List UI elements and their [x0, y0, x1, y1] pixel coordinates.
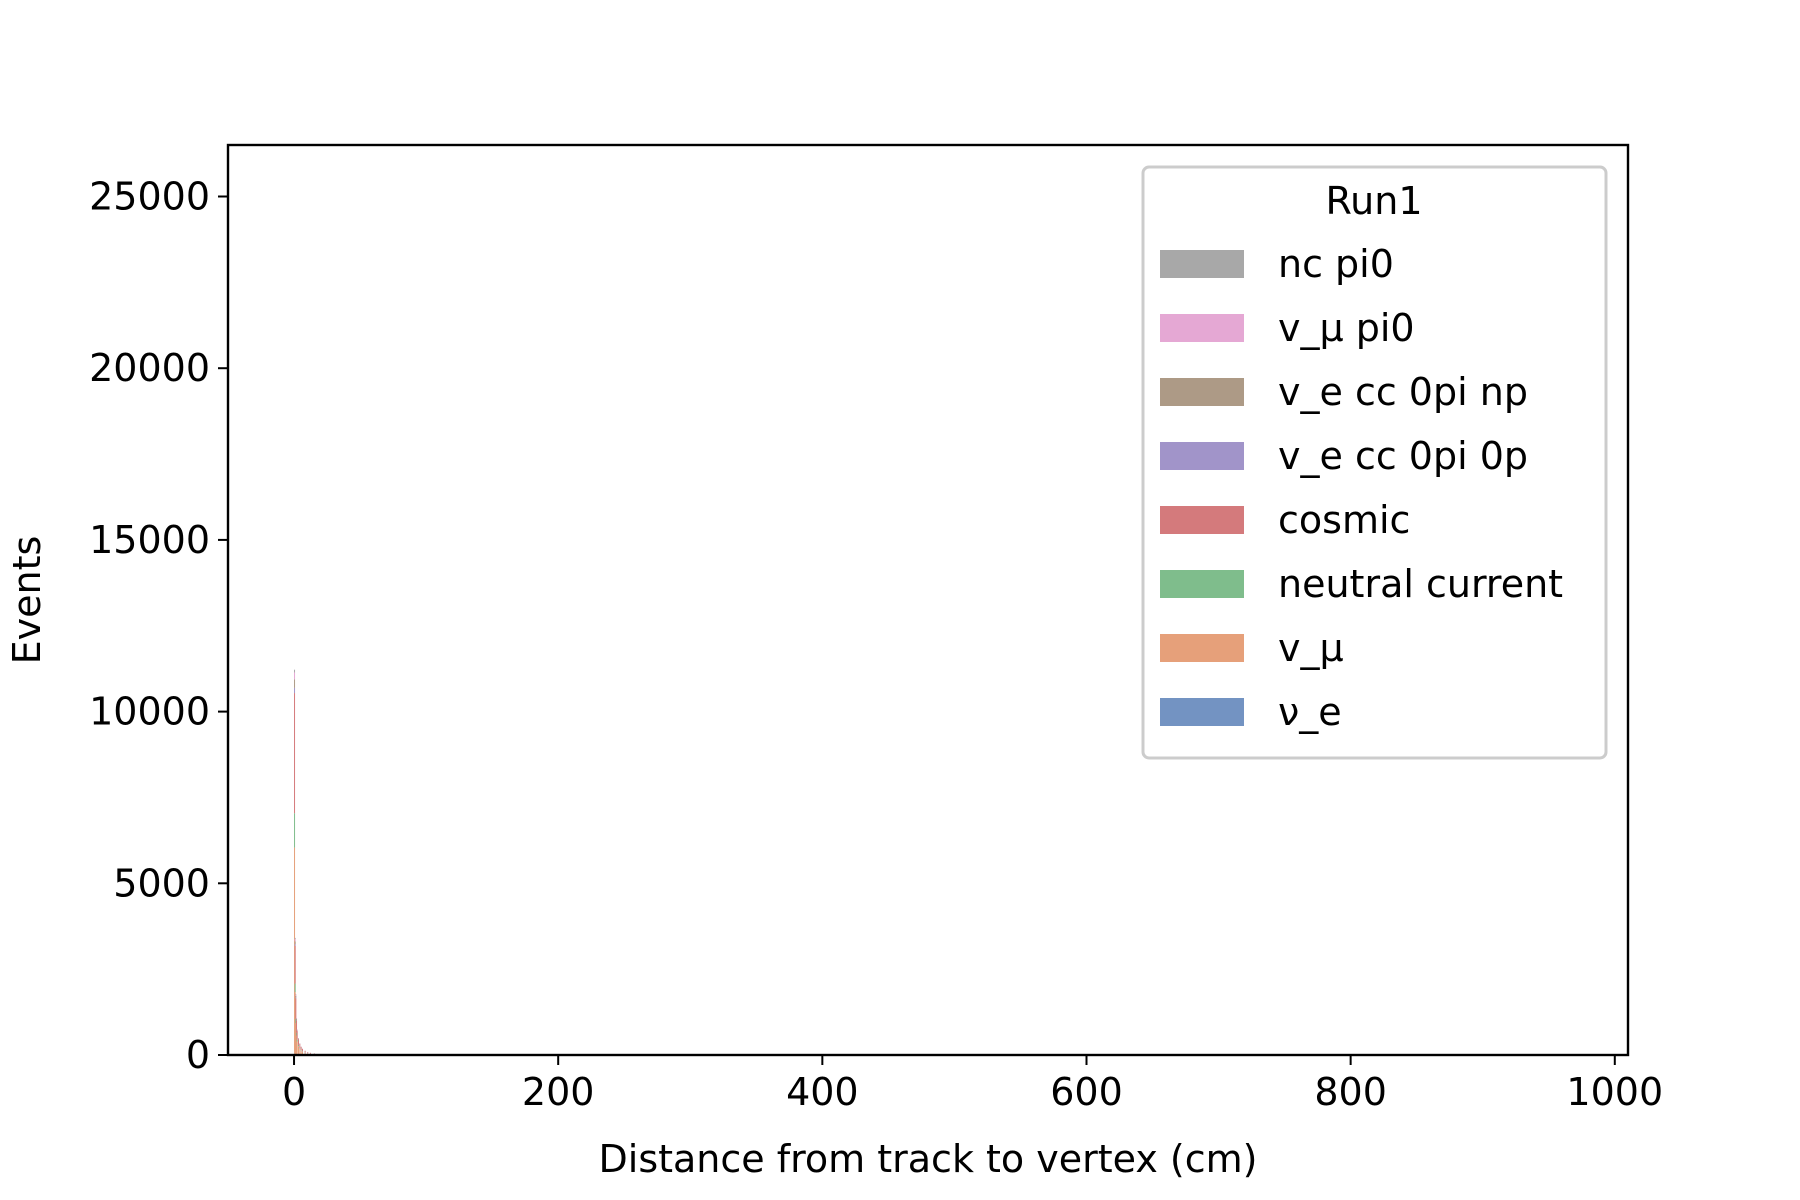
y-tick-label: 5000	[113, 861, 210, 905]
x-tick-label: 400	[786, 1070, 859, 1114]
legend-swatch-v-e-cc-0pi-np	[1160, 378, 1244, 406]
x-axis-ticks: 0 200 400 600 800 1000	[282, 1055, 1663, 1114]
legend-label-cosmic: cosmic	[1278, 498, 1410, 542]
bar-neutral-current-0	[294, 813, 296, 848]
bar-neutral-current-7	[300, 1050, 302, 1051]
bar-v-e-cc-0pi-np-4	[296, 1030, 298, 1031]
legend-label-neutral-current: neutral current	[1278, 562, 1563, 606]
bar-nc-pi0-0	[294, 669, 296, 673]
bar-nc-pi0-1	[294, 937, 296, 939]
legend-items: nc pi0 v_μ pi0 v_e cc 0pi np v_e cc 0pi 0p c…	[1160, 242, 1563, 734]
legend-label-e: ν_e	[1278, 690, 1342, 734]
bar-v-pi0-3	[296, 1018, 298, 1020]
y-tick-label: 20000	[89, 346, 210, 390]
legend: Run1 nc pi0 v_μ pi0 v_e cc 0pi np v_e cc 0p…	[1141, 165, 1608, 760]
x-tick-label: 0	[282, 1070, 306, 1114]
legend-swatch-e	[1160, 698, 1244, 726]
x-tick-label: 1000	[1566, 1070, 1663, 1114]
legend-swatch-v	[1160, 634, 1244, 662]
bar-v-e-cc-0pi-np-0	[294, 679, 296, 688]
bar-v-8	[301, 1051, 303, 1055]
y-tick-label: 25000	[89, 175, 210, 219]
bar-cosmic-6	[299, 1044, 301, 1049]
bar-cosmic-5	[298, 1039, 299, 1045]
x-tick-label: 600	[1050, 1070, 1123, 1114]
bar-cosmic-9	[304, 1050, 306, 1053]
bar-v-pi0-2	[295, 994, 297, 996]
legend-title: Run1	[1325, 179, 1422, 223]
y-tick-label: 0	[186, 1033, 210, 1077]
x-tick-label: 200	[522, 1070, 595, 1114]
legend-swatch-cosmic	[1160, 506, 1244, 534]
bar-v-7	[300, 1050, 302, 1055]
bar-cosmic-8	[301, 1048, 303, 1052]
bar-nc-pi0-2	[295, 994, 297, 995]
bar-v-2	[295, 1023, 297, 1055]
plot-frame	[226, 143, 1630, 1057]
bar-neutral-current-3	[296, 1032, 298, 1036]
legend-label-v-e-cc-0pi-0p: v_e cc 0pi 0p	[1278, 434, 1528, 478]
bar-v-e-cc-0pi-0p-3	[296, 1019, 298, 1021]
bar-v-1	[294, 992, 296, 1054]
bar-neutral-current-5	[298, 1044, 299, 1047]
bar-cosmic-7	[300, 1047, 302, 1051]
legend-box	[1141, 165, 1608, 760]
bar-cosmic-3	[296, 1020, 298, 1033]
x-axis-label: Distance from track to vertex (cm)	[599, 1137, 1258, 1181]
bar-neutral-current-2	[295, 1018, 297, 1024]
bar-cosmic-1	[294, 945, 296, 984]
bar-v-pi0-1	[294, 938, 296, 942]
bar-v-e-cc-0pi-np-2	[295, 995, 297, 998]
legend-swatch-neutral-current	[1160, 570, 1244, 598]
x-tick-label: 800	[1314, 1070, 1387, 1114]
y-tick-label: 10000	[89, 690, 210, 734]
bar-v-4	[296, 1041, 298, 1055]
y-axis-ticks: 0 5000 10000 15000 20000 25000	[89, 175, 228, 1077]
legend-label-v-e-cc-0pi-np: v_e cc 0pi np	[1278, 370, 1528, 414]
bar-v-e-cc-0pi-0p-1	[294, 944, 296, 946]
bar-v-0	[294, 847, 296, 1054]
y-tick-label: 15000	[89, 518, 210, 562]
legend-swatch-v-e-cc-0pi-0p	[1160, 442, 1244, 470]
bar-neutral-current-1	[294, 983, 296, 993]
bar-v-6	[299, 1048, 301, 1055]
bar-cosmic-11	[309, 1052, 311, 1054]
bar-v-e-cc-0pi-0p-0	[294, 687, 296, 694]
bar-v-pi0-0	[294, 672, 296, 680]
legend-swatch-v-pi0	[1160, 314, 1244, 342]
bar-v-5	[298, 1046, 299, 1055]
bar-v-3	[296, 1035, 298, 1055]
legend-label-nc-pi0: nc pi0	[1278, 242, 1394, 286]
y-axis-label: Events	[5, 536, 49, 665]
legend-swatch-nc-pi0	[1160, 250, 1244, 278]
bar-v-e-cc-0pi-np-3	[296, 1019, 298, 1020]
bar-neutral-current-6	[299, 1048, 301, 1049]
legend-label-v-pi0: v_μ pi0	[1278, 306, 1415, 350]
bar-cosmic-2	[295, 998, 297, 1019]
bar-neutral-current-4	[296, 1039, 298, 1042]
bar-cosmic-4	[296, 1031, 298, 1040]
bars-group	[294, 669, 329, 1055]
bar-v-e-cc-0pi-0p-2	[295, 997, 297, 999]
bar-cosmic-0	[294, 693, 296, 814]
bar-cosmic-10	[307, 1052, 309, 1054]
legend-label-v: v_μ	[1278, 626, 1344, 670]
bar-v-e-cc-0pi-np-1	[294, 941, 296, 945]
